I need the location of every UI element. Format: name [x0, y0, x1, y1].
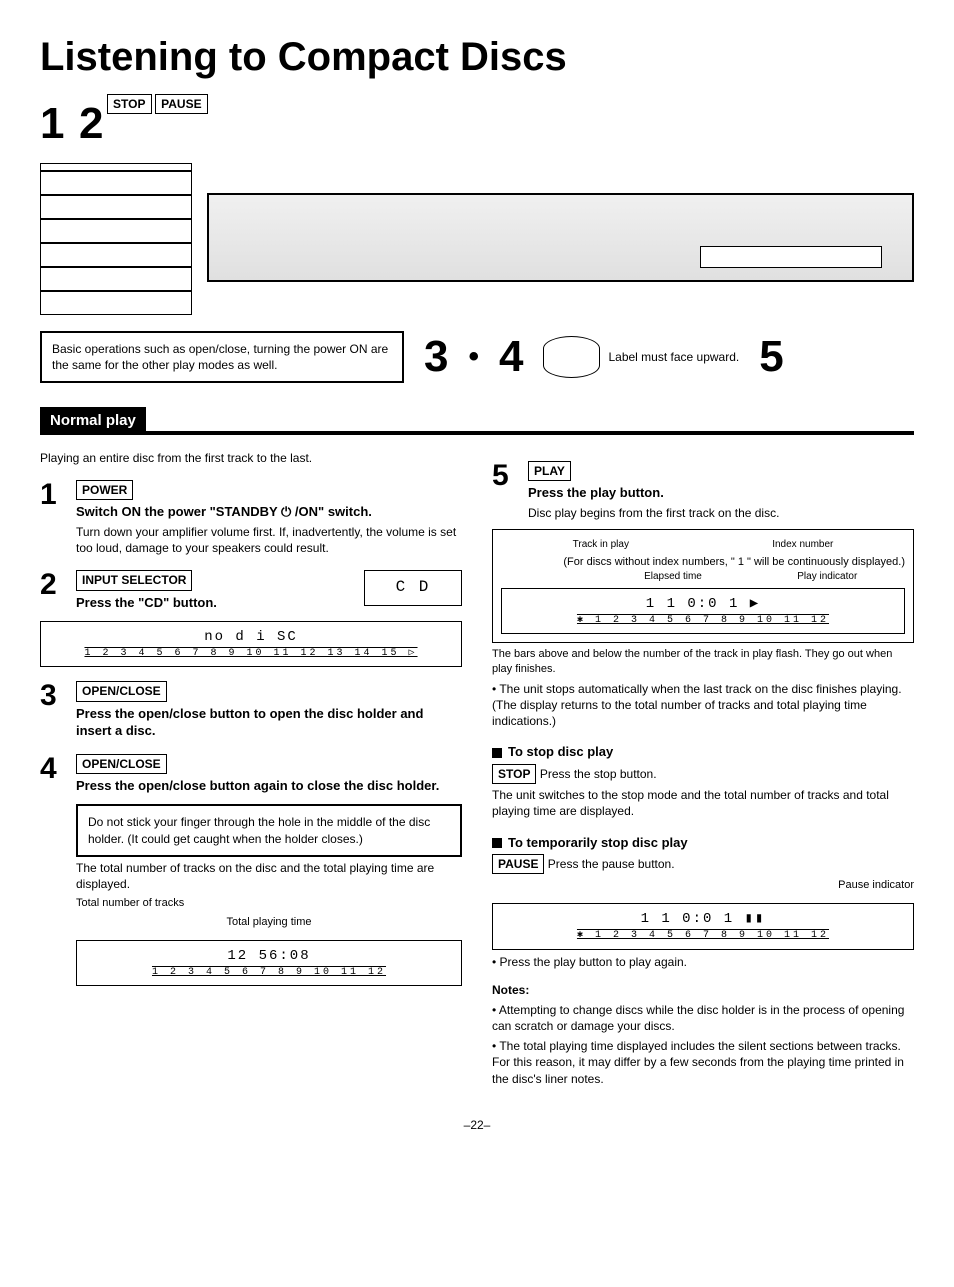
- hero-num-2: 2: [79, 94, 103, 153]
- step-5-title: Press the play button.: [528, 484, 914, 502]
- play-button-label: PLAY: [528, 461, 571, 481]
- intro-line: Playing an entire disc from the first tr…: [40, 450, 462, 466]
- play-lcd: 1 1 0:0 1 ▶ ✱ 1 2 3 4 5 6 7 8 9 10 11 12: [501, 588, 905, 634]
- step-num-1: 1: [40, 480, 66, 556]
- finger-warning-box: Do not stick your finger through the hol…: [76, 804, 462, 856]
- total-time-caption: Total playing time: [76, 915, 462, 930]
- pause-button-label: PAUSE: [492, 854, 544, 874]
- pause-label: PAUSE: [155, 94, 207, 114]
- stop-button-label: STOP: [492, 764, 536, 784]
- step-5-detail: Disc play begins from the first track on…: [528, 505, 914, 521]
- pause-heading: To temporarily stop disc play: [492, 834, 914, 852]
- tracks-time-display: 12 56:08 1 2 3 4 5 6 7 8 9 10 11 12: [76, 940, 462, 986]
- cd-display: C D: [364, 570, 462, 606]
- stop-detail: The unit switches to the stop mode and t…: [492, 787, 914, 819]
- input-selector-label: INPUT SELECTOR: [76, 570, 192, 590]
- stereo-stack-illustration: [40, 163, 192, 315]
- step-1-title: Switch ON the power "STANDBY ⏻ /ON" swit…: [76, 503, 462, 521]
- page-title: Listening to Compact Discs: [40, 30, 914, 84]
- disc-icon: [543, 336, 600, 378]
- step-num-5: 5: [492, 461, 518, 521]
- disc-orientation-note: Label must face upward.: [543, 336, 739, 378]
- resume-play-note: Press the play button to play again.: [492, 954, 914, 970]
- total-tracks-caption: Total number of tracks: [76, 896, 462, 911]
- power-button-label: POWER: [76, 480, 133, 500]
- play-display-diagram: Track in play Index number (For discs wi…: [492, 529, 914, 643]
- hero-num-3: 3: [424, 327, 448, 386]
- hero-num-4: 4: [499, 327, 523, 386]
- step-4-title: Press the open/close button again to clo…: [76, 777, 462, 795]
- cd-player-illustration: [207, 193, 914, 282]
- stop-label: STOP: [107, 94, 151, 114]
- pause-lcd: 1 1 0:0 1 ▮▮ ✱ 1 2 3 4 5 6 7 8 9 10 11 1…: [492, 903, 914, 949]
- open-close-label-1: OPEN/CLOSE: [76, 681, 167, 701]
- step-1-detail: Turn down your amplifier volume first. I…: [76, 524, 462, 556]
- no-disc-display: no d i SC 1 2 3 4 5 6 7 8 9 10 11 12 13 …: [40, 621, 462, 667]
- step-num-2: 2: [40, 570, 66, 611]
- open-close-label-2: OPEN/CLOSE: [76, 754, 167, 774]
- hero-diagram: [40, 163, 914, 315]
- after-warn-text: The total number of tracks on the disc a…: [76, 860, 462, 892]
- pause-indicator-caption: Pause indicator: [492, 878, 914, 893]
- basic-operations-note: Basic operations such as open/close, tur…: [40, 331, 404, 383]
- hero-num-5: 5: [759, 327, 783, 386]
- index-note: (For discs without index numbers, " 1 " …: [501, 555, 905, 570]
- bullet-sep: •: [468, 337, 479, 378]
- note-1: Attempting to change discs while the dis…: [492, 1002, 914, 1034]
- auto-stop-note: The unit stops automatically when the la…: [492, 681, 914, 730]
- stop-heading: To stop disc play: [492, 743, 914, 761]
- step-num-3: 3: [40, 681, 66, 739]
- stop-text: Press the stop button.: [540, 767, 657, 781]
- section-heading: Normal play: [40, 407, 146, 435]
- page-number: –22–: [40, 1117, 914, 1133]
- step-3-title: Press the open/close button to open the …: [76, 705, 462, 740]
- step-2-title: Press the "CD" button.: [76, 594, 354, 612]
- note-2: The total playing time displayed include…: [492, 1038, 914, 1087]
- step-num-4: 4: [40, 754, 66, 987]
- notes-heading: Notes:: [492, 982, 914, 998]
- flash-note: The bars above and below the number of t…: [492, 647, 914, 677]
- hero-num-1: 1: [40, 94, 64, 153]
- pause-text: Press the pause button.: [548, 857, 675, 871]
